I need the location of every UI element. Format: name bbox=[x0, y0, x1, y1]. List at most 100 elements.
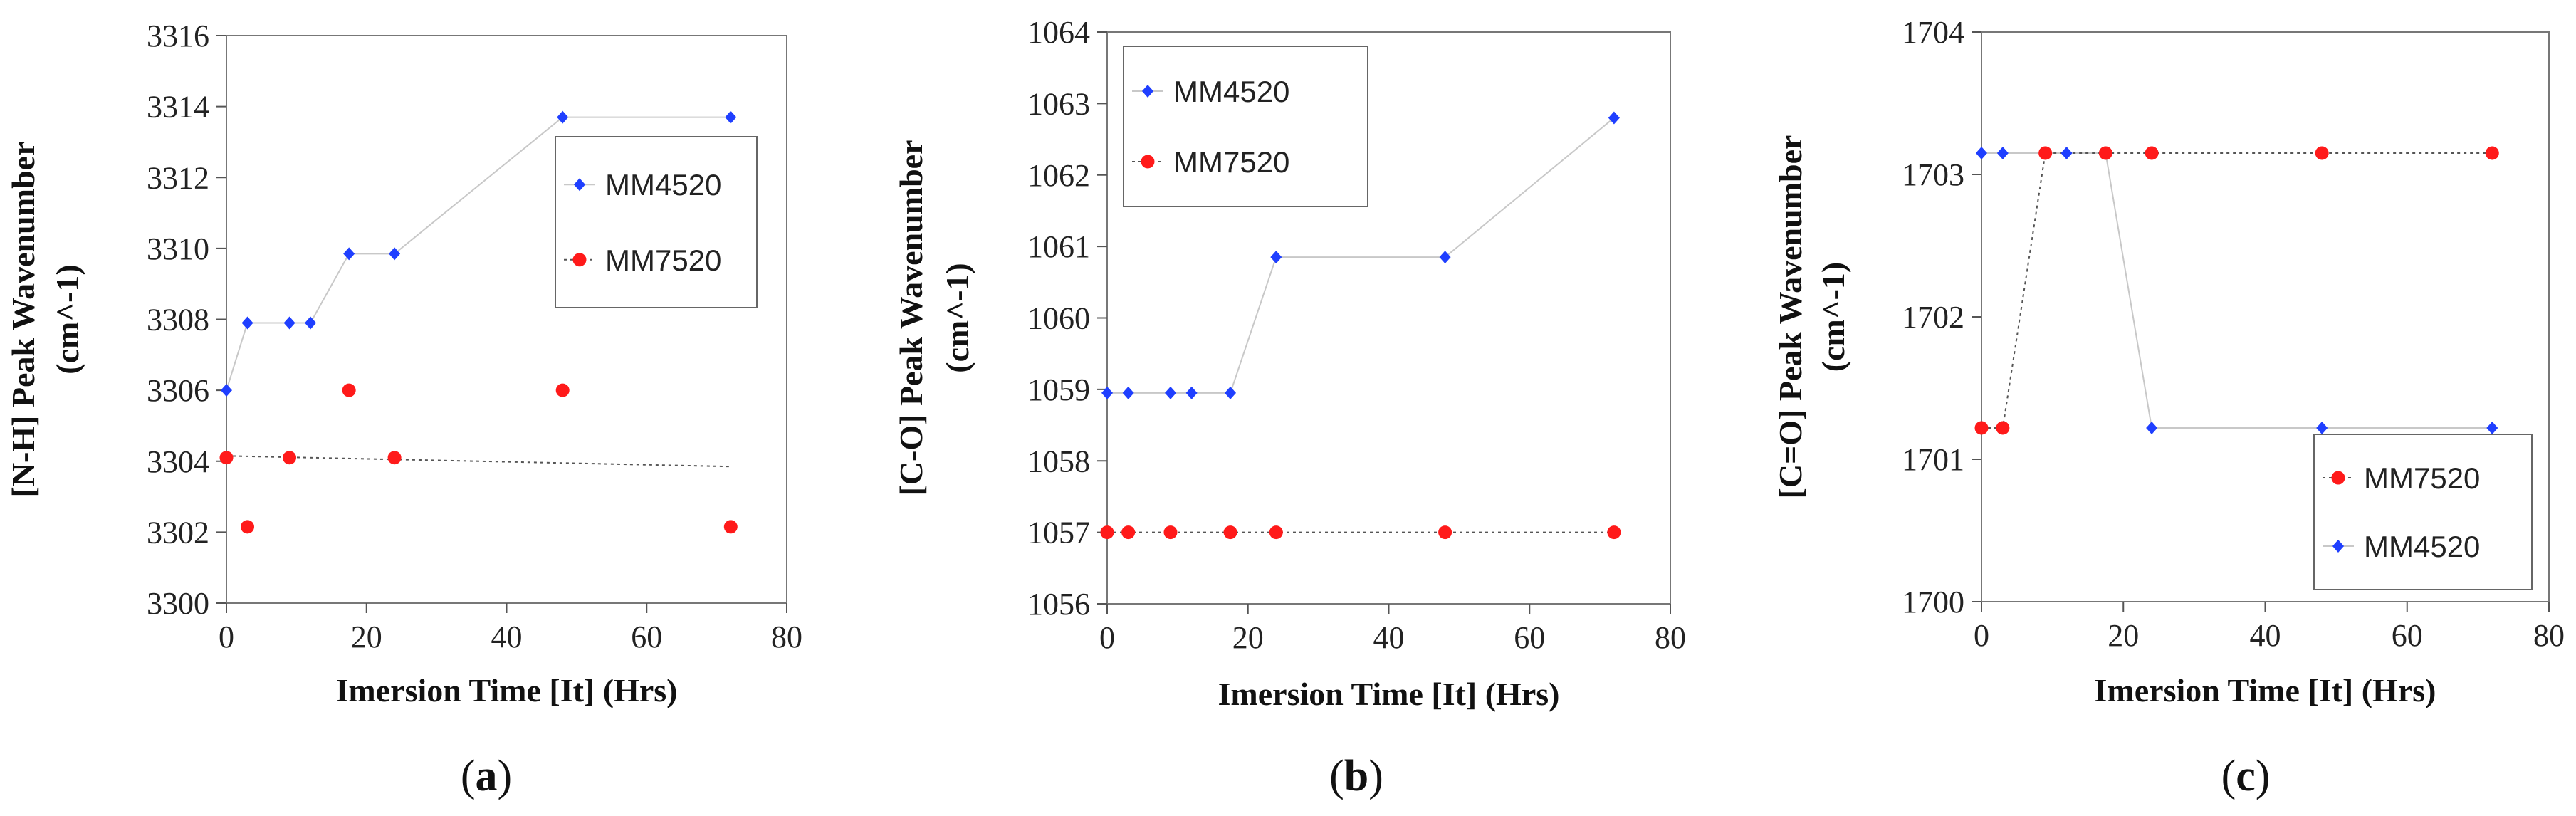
x-tick-label: 0 bbox=[219, 619, 234, 654]
data-point-mm4520 bbox=[557, 110, 569, 124]
legend: MM4520 MM7520 bbox=[1123, 46, 1368, 207]
x-tick-label: 20 bbox=[2108, 618, 2139, 653]
series-line-mm4520 bbox=[226, 116, 731, 391]
data-point-mm7520 bbox=[1163, 525, 1178, 540]
legend-label-mm4520: MM4520 bbox=[2364, 530, 2480, 563]
x-tick-label: 80 bbox=[2533, 618, 2565, 653]
y-tick-label: 1059 bbox=[1027, 372, 1090, 407]
x-tick-label: 40 bbox=[2250, 618, 2281, 653]
panel-label: (c) bbox=[2221, 752, 2271, 800]
x-axis-title: Imersion Time [It] (Hrs) bbox=[2095, 672, 2436, 708]
data-point-mm4520 bbox=[1122, 386, 1134, 399]
y-tick-label: 1056 bbox=[1027, 587, 1090, 622]
data-point-mm4520 bbox=[1101, 386, 1113, 399]
data-point-mm4520 bbox=[1270, 251, 1282, 264]
data-point-mm4520 bbox=[1996, 147, 2009, 159]
y-axis-title: [N-H] Peak Wavenumber bbox=[5, 141, 41, 497]
data-point-mm4520 bbox=[241, 316, 253, 330]
data-point-mm7520 bbox=[2098, 146, 2112, 160]
y-tick-label: 1700 bbox=[1902, 585, 1964, 619]
data-point-mm4520 bbox=[221, 384, 232, 397]
x-tick-label: 60 bbox=[1514, 620, 1545, 655]
data-point-mm7520 bbox=[2315, 146, 2329, 160]
y-tick-label: 1702 bbox=[1902, 300, 1964, 335]
data-point-mm7520 bbox=[1223, 525, 1237, 540]
data-point-mm4520 bbox=[1225, 386, 1237, 399]
y-tick-label: 1064 bbox=[1027, 15, 1090, 50]
series-line-mm7520 bbox=[1981, 152, 2493, 429]
chart-panel-a: 3300 3302 3304 3306 3308 3310 3312 3314 3316 0 20 4… bbox=[5, 19, 802, 800]
data-point-mm7520 bbox=[2145, 146, 2159, 160]
y-tick-label: 1701 bbox=[1902, 442, 1964, 477]
x-tick-label: 60 bbox=[2392, 618, 2423, 653]
y-tick-label: 1057 bbox=[1027, 516, 1090, 550]
y-tick-label: 1060 bbox=[1027, 301, 1090, 336]
data-point-mm7520 bbox=[2485, 146, 2499, 160]
legend-marker-mm4520 bbox=[1142, 85, 1153, 98]
legend-box bbox=[555, 136, 758, 308]
panel-label: (b) bbox=[1329, 752, 1383, 800]
data-point-mm4520 bbox=[725, 110, 737, 124]
y-tick-label: 1062 bbox=[1027, 158, 1090, 193]
data-point-mm4520 bbox=[1608, 111, 1620, 125]
data-point-mm7520 bbox=[1269, 525, 1283, 540]
y-tick-label: 1058 bbox=[1027, 444, 1090, 478]
data-point-mm7520 bbox=[219, 451, 234, 465]
x-tick-label: 80 bbox=[771, 619, 802, 654]
data-point-mm4520 bbox=[1439, 251, 1451, 264]
data-point-mm4520 bbox=[1976, 147, 1987, 159]
data-point-mm4520 bbox=[283, 316, 295, 330]
data-point-mm7520 bbox=[1438, 525, 1452, 540]
legend-marker-mm7520 bbox=[1141, 155, 1155, 169]
x-tick-label: 80 bbox=[1655, 620, 1686, 655]
data-point-mm4520 bbox=[2061, 147, 2073, 159]
data-point-mm7520 bbox=[387, 451, 402, 465]
x-tick-label: 40 bbox=[1373, 620, 1405, 655]
trendline-mm7520 bbox=[226, 455, 731, 468]
legend-label-mm7520: MM7520 bbox=[605, 244, 721, 277]
x-tick-label: 60 bbox=[631, 619, 662, 654]
x-axis-title: Imersion Time [It] (Hrs) bbox=[336, 672, 678, 708]
y-axis-units: (cm^-1) bbox=[49, 264, 85, 374]
chart-panel-c: 1700 1701 1702 1703 1704 0 20 40 60 80 Imersion Ti… bbox=[1772, 15, 2565, 800]
legend-marker-mm4520 bbox=[574, 178, 585, 192]
y-tick-label: 1704 bbox=[1902, 15, 1964, 50]
legend-marker-mm7520 bbox=[572, 253, 587, 267]
legend-label-mm7520: MM7520 bbox=[1173, 145, 1289, 179]
y-axis-title: [C-O] Peak Wavenumber bbox=[893, 140, 929, 496]
legend: MM4520 MM7520 bbox=[555, 136, 758, 308]
y-tick-label: 3312 bbox=[147, 160, 209, 195]
data-point-mm7520 bbox=[555, 383, 570, 397]
data-point-mm7520 bbox=[1121, 525, 1136, 540]
data-point-mm4520 bbox=[343, 247, 355, 261]
data-point-mm7520 bbox=[2038, 146, 2053, 160]
x-tick-label: 0 bbox=[1099, 620, 1115, 655]
legend-label-mm4520: MM4520 bbox=[1173, 75, 1289, 108]
x-tick-label: 0 bbox=[1974, 618, 1989, 653]
y-axis-title: [C=O] Peak Wavenumber bbox=[1772, 135, 1808, 499]
data-point-mm7520 bbox=[1996, 421, 2010, 435]
y-tick-label: 1061 bbox=[1027, 229, 1090, 264]
y-axis-units: (cm^-1) bbox=[1815, 262, 1851, 372]
data-point-mm7520 bbox=[241, 520, 255, 534]
series-line-mm4520 bbox=[1107, 117, 1615, 394]
data-point-mm4520 bbox=[305, 316, 317, 330]
y-tick-label: 3300 bbox=[147, 586, 209, 621]
x-tick-label: 20 bbox=[351, 619, 382, 654]
data-point-mm4520 bbox=[389, 247, 401, 261]
data-point-mm7520 bbox=[342, 383, 356, 397]
y-axis-units: (cm^-1) bbox=[939, 263, 975, 372]
legend-label-mm4520: MM4520 bbox=[605, 168, 721, 202]
y-tick-label: 3316 bbox=[147, 19, 209, 53]
legend-marker-mm7520 bbox=[2331, 471, 2345, 485]
y-tick-label: 3304 bbox=[147, 444, 209, 479]
data-point-mm4520 bbox=[2316, 422, 2328, 434]
legend-box bbox=[1123, 46, 1368, 207]
legend-label-mm7520: MM7520 bbox=[2364, 461, 2480, 495]
data-point-mm7520 bbox=[723, 520, 738, 534]
y-tick-label: 3308 bbox=[147, 303, 209, 338]
x-axis-title: Imersion Time [It] (Hrs) bbox=[1218, 676, 1560, 712]
legend-box bbox=[2313, 434, 2533, 590]
y-tick-label: 3302 bbox=[147, 515, 209, 550]
